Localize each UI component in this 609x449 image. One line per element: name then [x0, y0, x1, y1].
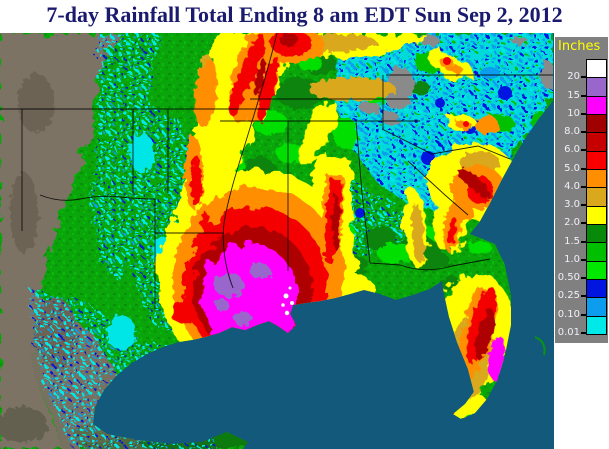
legend-label: 15	[567, 89, 580, 101]
legend-tick	[581, 222, 586, 225]
legend-swatch	[587, 261, 606, 280]
legend-color-bar	[586, 59, 607, 335]
page-title: 7-day Rainfall Total Ending 8 am EDT Sun…	[46, 2, 563, 27]
legend-panel: Inches 20 15 10 8.0 6.0 5.0 4.0 3.0 2.0 1.5 1.0 0.5…	[555, 37, 608, 343]
legend-swatch	[587, 279, 606, 299]
legend-label: 10	[567, 107, 580, 119]
legend-label: 1.0	[564, 253, 580, 265]
legend-tick	[581, 149, 586, 152]
legend-label: 6.0	[564, 144, 580, 156]
radar-arc-artifact	[534, 336, 546, 356]
legend-tick	[581, 94, 586, 97]
legend-swatch	[587, 188, 606, 207]
legend-tick	[581, 313, 586, 316]
legend-label: 0.10	[557, 308, 580, 320]
legend-tick	[581, 258, 586, 261]
legend-label: 0.25	[557, 290, 580, 302]
legend-swatch	[587, 78, 606, 97]
legend-swatch	[587, 96, 606, 115]
legend-label: 3.0	[564, 199, 580, 211]
legend-tick	[581, 131, 586, 134]
legend-label: 0.01	[557, 327, 580, 338]
legend-swatch	[587, 169, 606, 189]
legend-label: 5.0	[564, 162, 580, 174]
rainfall-map	[0, 33, 554, 449]
legend-swatch	[587, 224, 606, 244]
legend-swatch	[587, 243, 606, 262]
legend-label: 2.0	[564, 217, 580, 229]
legend-swatch	[587, 133, 606, 152]
legend-swatch	[587, 316, 606, 334]
no-data-patches	[360, 36, 553, 125]
legend-title: Inches	[558, 39, 601, 54]
map-svg	[0, 33, 554, 449]
legend-swatch	[587, 60, 606, 79]
legend-tick	[581, 167, 586, 170]
legend-tick	[581, 185, 586, 188]
legend-label: 0.50	[557, 272, 580, 284]
state-borders	[0, 33, 553, 309]
legend-label: 4.0	[564, 180, 580, 192]
legend-tick	[581, 240, 586, 243]
legend-label: 1.5	[564, 235, 580, 247]
legend-tick	[581, 295, 586, 298]
legend-label: 8.0	[564, 126, 580, 138]
legend-tick	[581, 277, 586, 280]
storm-position-markers	[281, 286, 294, 316]
legend-tick	[581, 332, 586, 334]
legend-swatch	[587, 298, 606, 317]
legend-tick	[581, 204, 586, 207]
legend-tick	[581, 76, 586, 79]
legend-swatch	[587, 206, 606, 225]
legend-tick	[581, 112, 586, 115]
legend-swatch	[587, 151, 606, 170]
legend-swatch	[587, 114, 606, 134]
legend-label: 20	[567, 71, 580, 83]
